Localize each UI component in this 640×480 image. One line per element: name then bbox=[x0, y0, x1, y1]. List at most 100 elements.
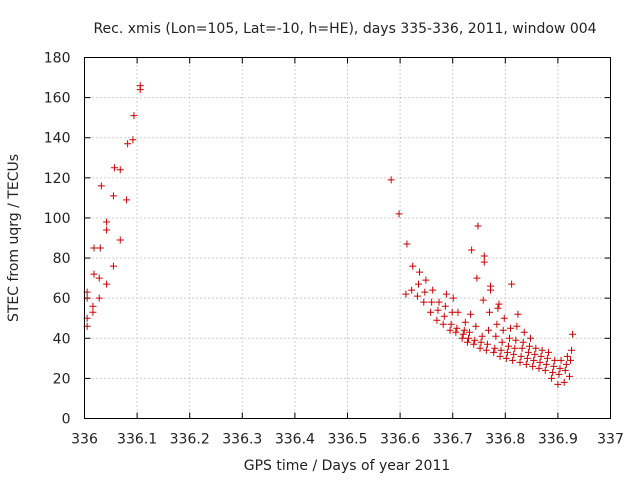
data-point bbox=[538, 346, 546, 354]
data-point bbox=[509, 356, 517, 364]
data-point bbox=[478, 332, 486, 340]
data-point bbox=[551, 356, 559, 364]
y-axis-label: STEC from uqrg / TECUs bbox=[6, 154, 22, 322]
y-tick-label: 180 bbox=[44, 51, 71, 67]
data-point bbox=[467, 310, 475, 318]
y-tick-label: 160 bbox=[44, 91, 71, 107]
data-point bbox=[560, 378, 568, 386]
data-point bbox=[461, 318, 469, 326]
data-point bbox=[490, 348, 498, 356]
y-tick-label: 120 bbox=[44, 171, 71, 187]
data-point bbox=[495, 300, 503, 308]
data-point bbox=[460, 326, 468, 334]
data-point bbox=[498, 338, 506, 346]
data-point bbox=[136, 82, 144, 90]
data-point bbox=[496, 352, 504, 360]
data-point bbox=[508, 280, 516, 288]
x-tick-label: 336.5 bbox=[327, 432, 367, 448]
y-tick-label: 40 bbox=[53, 331, 71, 347]
data-point bbox=[402, 290, 410, 298]
data-point bbox=[422, 276, 430, 284]
data-point bbox=[459, 330, 467, 338]
data-point bbox=[499, 326, 507, 334]
x-tick-label: 336.3 bbox=[222, 432, 262, 448]
data-point bbox=[480, 258, 488, 266]
data-point bbox=[96, 244, 104, 252]
data-point bbox=[482, 346, 490, 354]
data-point bbox=[494, 304, 502, 312]
data-point bbox=[130, 112, 138, 120]
x-tick-label: 336.4 bbox=[275, 432, 315, 448]
x-tick-label: 336.1 bbox=[117, 432, 157, 448]
data-point bbox=[517, 352, 525, 360]
y-tick-label: 0 bbox=[62, 412, 71, 428]
data-point bbox=[535, 364, 543, 372]
data-point bbox=[441, 302, 449, 310]
data-point bbox=[123, 196, 131, 204]
data-point bbox=[554, 380, 562, 388]
data-point bbox=[129, 136, 137, 144]
y-tick-label: 60 bbox=[53, 291, 71, 307]
data-point bbox=[89, 308, 97, 316]
data-point bbox=[518, 344, 526, 352]
data-point bbox=[503, 348, 511, 356]
data-point bbox=[541, 366, 549, 374]
data-point bbox=[513, 322, 521, 330]
tick-labels: 0 20 40 60 80 100 120 140 160 180 336 336.1 336.2 336… bbox=[44, 51, 624, 448]
grid-lines bbox=[84, 57, 611, 419]
data-point bbox=[520, 328, 528, 336]
data-point bbox=[510, 350, 518, 358]
data-point bbox=[525, 342, 533, 350]
data-point bbox=[502, 354, 510, 362]
x-tick-label: 336.8 bbox=[485, 432, 525, 448]
data-point bbox=[483, 340, 491, 348]
data-point bbox=[408, 286, 416, 294]
data-point bbox=[403, 240, 411, 248]
data-point bbox=[466, 328, 474, 336]
data-point bbox=[103, 226, 111, 234]
data-point bbox=[452, 328, 460, 336]
data-point bbox=[524, 348, 532, 356]
data-point bbox=[413, 292, 421, 300]
data-point bbox=[476, 344, 484, 352]
data-point bbox=[110, 164, 118, 172]
y-tick-label: 80 bbox=[53, 251, 71, 267]
data-point bbox=[491, 344, 499, 352]
y-tick-label: 20 bbox=[53, 371, 71, 387]
data-point bbox=[550, 362, 558, 370]
y-tick-label: 140 bbox=[44, 131, 71, 147]
data-point bbox=[387, 176, 395, 184]
x-tick-label: 336.7 bbox=[433, 432, 473, 448]
data-point bbox=[561, 366, 569, 374]
data-point bbox=[103, 218, 111, 226]
data-point bbox=[511, 344, 519, 352]
data-point bbox=[103, 280, 111, 288]
data-point bbox=[568, 346, 576, 354]
data-point bbox=[395, 210, 403, 218]
data-point bbox=[504, 342, 512, 350]
data-point bbox=[453, 324, 461, 332]
data-point bbox=[458, 334, 466, 342]
data-point bbox=[95, 294, 103, 302]
x-tick-label: 336.2 bbox=[170, 432, 210, 448]
data-point bbox=[454, 308, 462, 316]
data-point bbox=[472, 322, 480, 330]
data-point bbox=[471, 336, 479, 344]
data-point bbox=[421, 288, 429, 296]
data-point bbox=[484, 326, 492, 334]
data-point bbox=[428, 298, 436, 306]
data-point bbox=[492, 332, 500, 340]
data-point bbox=[555, 370, 563, 378]
data-point bbox=[529, 362, 537, 370]
chart-title: Rec. xmis (Lon=105, Lat=-10, h=HE), days… bbox=[93, 21, 596, 37]
data-point bbox=[109, 192, 117, 200]
data-point bbox=[512, 336, 520, 344]
data-point bbox=[433, 316, 441, 324]
data-point bbox=[516, 358, 524, 366]
data-point bbox=[480, 252, 488, 260]
plot-frame bbox=[84, 57, 611, 419]
data-point bbox=[109, 262, 117, 270]
data-point bbox=[473, 274, 481, 282]
data-point bbox=[523, 354, 531, 362]
data-point bbox=[434, 306, 442, 314]
